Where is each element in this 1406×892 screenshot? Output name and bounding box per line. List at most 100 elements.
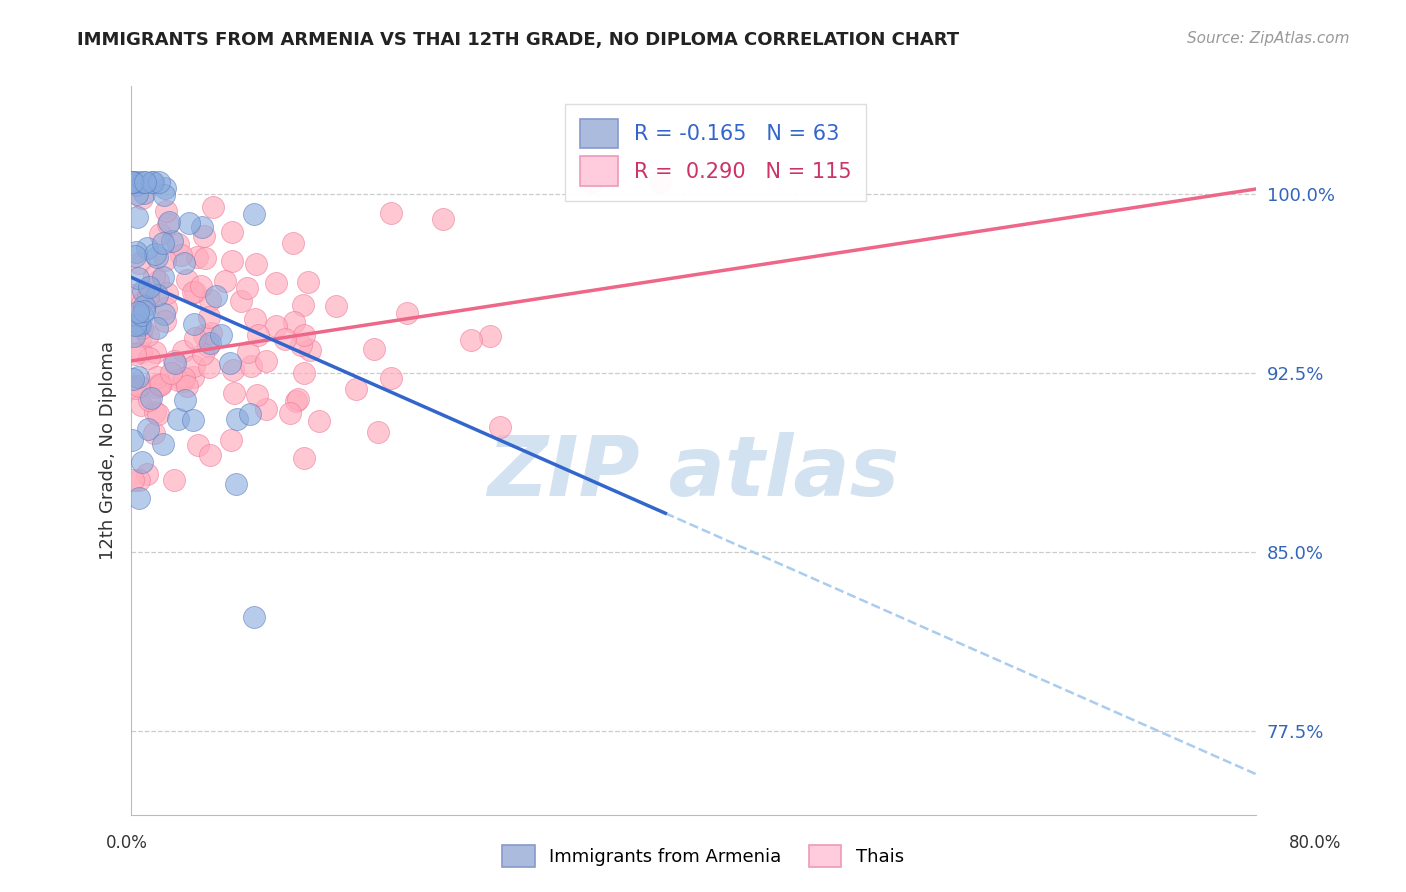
Point <box>239 408 262 422</box>
Point <box>138 392 160 407</box>
Point <box>648 175 671 189</box>
Point <box>221 254 243 268</box>
Point <box>142 425 165 440</box>
Point <box>134 175 156 189</box>
Point <box>395 306 418 320</box>
Point <box>122 328 145 343</box>
Point <box>214 274 236 288</box>
Point <box>136 422 159 436</box>
Point <box>363 343 385 357</box>
Point <box>190 278 212 293</box>
Point <box>198 360 221 375</box>
Point <box>297 275 319 289</box>
Point <box>380 371 402 385</box>
Point <box>222 363 245 377</box>
Point <box>176 273 198 287</box>
Point <box>432 211 454 226</box>
Point <box>172 343 194 358</box>
Point <box>193 328 215 343</box>
Point <box>157 215 180 229</box>
Point <box>122 175 145 189</box>
Point <box>125 244 148 259</box>
Y-axis label: 12th Grade, No Diploma: 12th Grade, No Diploma <box>100 341 117 560</box>
Point <box>204 289 226 303</box>
Point <box>290 338 312 352</box>
Point <box>292 450 315 465</box>
Point <box>183 359 205 374</box>
Point <box>131 320 153 334</box>
Point <box>146 321 169 335</box>
Point <box>136 241 159 255</box>
Point <box>172 374 194 388</box>
Point <box>176 379 198 393</box>
Point <box>146 250 169 264</box>
Point <box>127 178 149 192</box>
Point <box>163 354 186 368</box>
Point <box>128 473 150 487</box>
Point <box>141 175 163 189</box>
Point <box>236 281 259 295</box>
Point <box>138 351 160 365</box>
Point <box>132 175 155 189</box>
Point <box>145 380 167 394</box>
Point <box>148 175 170 189</box>
Point <box>160 235 183 249</box>
Point <box>152 307 174 321</box>
Point <box>122 372 145 386</box>
Text: ZIP atlas: ZIP atlas <box>488 432 900 513</box>
Point <box>187 437 209 451</box>
Point <box>125 187 148 202</box>
Point <box>167 236 190 251</box>
Point <box>152 235 174 250</box>
Text: Source: ZipAtlas.com: Source: ZipAtlas.com <box>1187 31 1350 46</box>
Point <box>292 298 315 312</box>
Legend: R = -0.165   N = 63, R =  0.290   N = 115: R = -0.165 N = 63, R = 0.290 N = 115 <box>565 104 866 201</box>
Point <box>131 455 153 469</box>
Point <box>131 295 153 310</box>
Point <box>285 393 308 408</box>
Point <box>139 391 162 405</box>
Point <box>298 343 321 358</box>
Legend: Immigrants from Armenia, Thais: Immigrants from Armenia, Thais <box>495 838 911 874</box>
Point <box>132 299 155 313</box>
Point <box>125 306 148 320</box>
Point <box>156 285 179 300</box>
Point <box>163 473 186 487</box>
Point <box>163 356 186 370</box>
Point <box>122 175 145 189</box>
Point <box>124 318 146 332</box>
Point <box>294 366 316 380</box>
Point <box>121 287 143 301</box>
Point <box>155 252 177 267</box>
Point <box>132 284 155 298</box>
Point <box>236 344 259 359</box>
Point <box>121 473 143 487</box>
Point <box>148 376 170 391</box>
Point <box>197 339 219 353</box>
Point <box>191 220 214 235</box>
Point <box>121 175 143 189</box>
Point <box>138 327 160 342</box>
Point <box>191 347 214 361</box>
Point <box>292 328 315 343</box>
Point <box>138 280 160 294</box>
Point <box>143 247 166 261</box>
Point <box>155 313 177 327</box>
Point <box>149 227 172 242</box>
Point <box>367 425 389 439</box>
Point <box>170 247 193 261</box>
Point <box>264 319 287 334</box>
Point <box>219 434 242 448</box>
Point <box>202 200 225 214</box>
Point <box>460 333 482 347</box>
Point <box>145 288 167 302</box>
Point <box>153 180 176 194</box>
Point <box>150 376 173 391</box>
Point <box>254 401 277 416</box>
Point <box>200 336 222 351</box>
Point <box>193 228 215 243</box>
Point <box>129 398 152 412</box>
Point <box>166 412 188 426</box>
Point <box>153 187 176 202</box>
Point <box>246 328 269 343</box>
